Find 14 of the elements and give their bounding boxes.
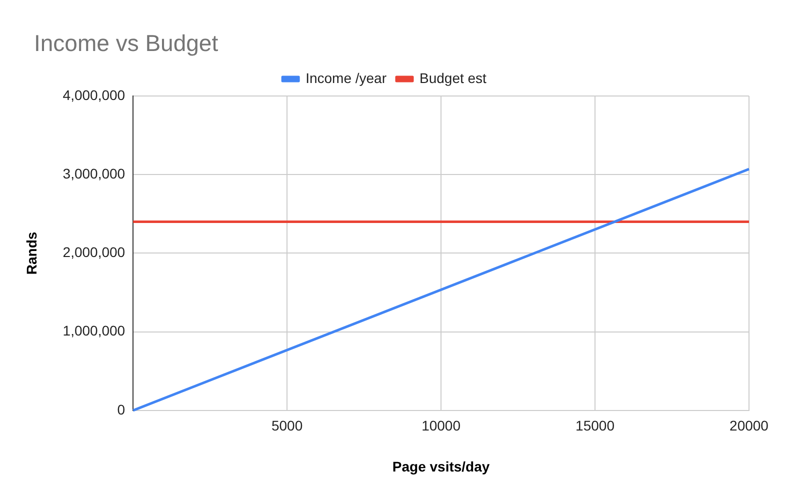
legend-label: Budget est	[419, 70, 487, 86]
y-tick-label: 2,000,000	[62, 244, 126, 260]
x-tick-label: 5000	[271, 418, 303, 434]
chart-title: Income vs Budget	[34, 30, 218, 57]
x-axis-title: Page vsits/day	[392, 458, 490, 474]
y-tick-label: 0	[117, 401, 126, 418]
legend-label: Income /year	[306, 70, 387, 86]
y-tick-label: 3,000,000	[62, 165, 126, 182]
x-tick-label: 20000	[730, 418, 769, 434]
y-tick-label: 4,000,000	[62, 86, 126, 103]
y-tick-label: 1,000,000	[62, 322, 126, 339]
x-tick-label: 15000	[576, 418, 615, 434]
y-axis-title: Rands	[23, 232, 40, 275]
x-tick-label: 10000	[422, 418, 461, 434]
